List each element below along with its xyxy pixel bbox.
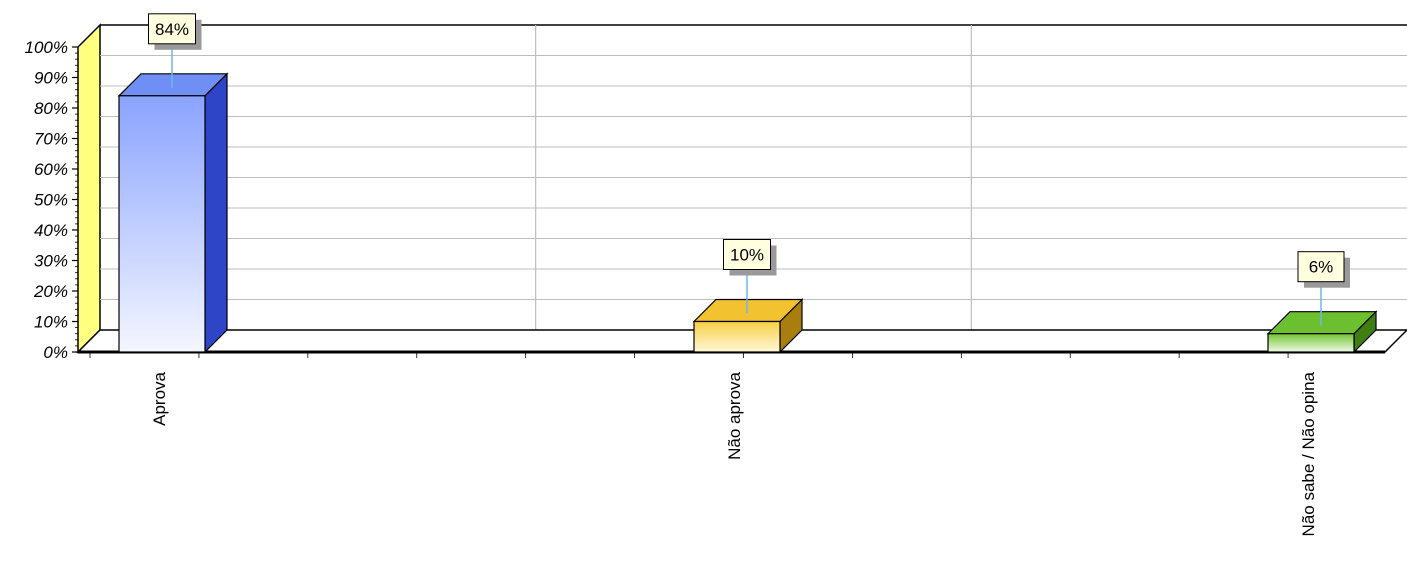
- y-tick-label: 0%: [43, 343, 68, 362]
- data-label-box: [148, 13, 196, 45]
- y-tick-label: 70%: [34, 130, 68, 149]
- y-tick-label: 90%: [34, 69, 68, 88]
- y-tick-label: 80%: [34, 99, 68, 118]
- x-tick-label: Aprova: [150, 371, 169, 425]
- y-tick-label: 100%: [25, 38, 68, 57]
- x-tick-label: Não aprova: [725, 371, 744, 459]
- data-label: 10%: [730, 246, 764, 265]
- data-label: 6%: [1309, 258, 1334, 277]
- y-tick-label: 30%: [34, 252, 68, 271]
- y-tick-label: 50%: [34, 191, 68, 210]
- left-wall: [77, 23, 101, 354]
- bar-side-0: [204, 72, 228, 354]
- x-tick-label: Não sabe / Não opina: [1299, 371, 1318, 536]
- y-tick-label: 40%: [34, 221, 68, 240]
- y-tick-label: 10%: [34, 313, 68, 332]
- data-label-box: [1297, 251, 1345, 283]
- y-tick-label: 60%: [34, 160, 68, 179]
- data-label-box: [723, 239, 771, 270]
- bar-2: [1267, 333, 1355, 353]
- bar-1: [693, 320, 781, 353]
- data-label: 84%: [155, 20, 189, 39]
- y-tick-label: 20%: [33, 282, 68, 301]
- bar-0: [118, 95, 206, 353]
